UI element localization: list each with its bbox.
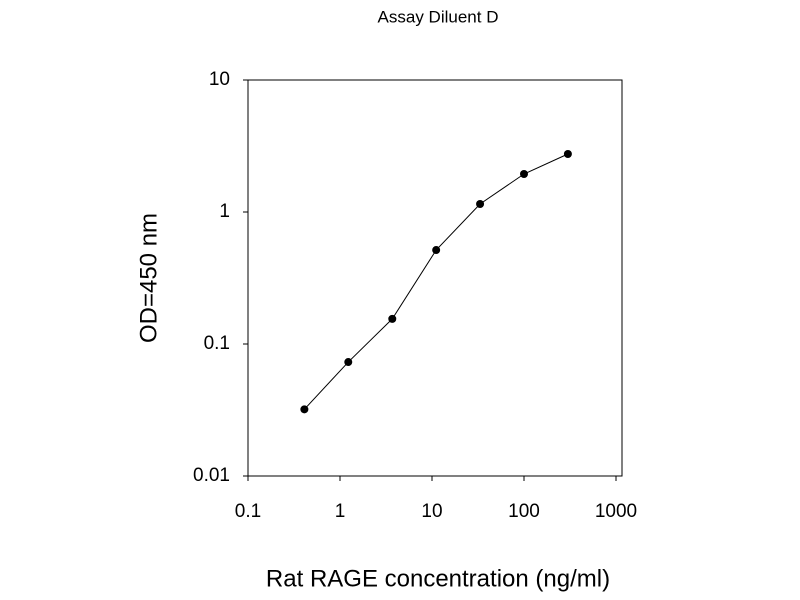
- x-tick-label: 10: [421, 501, 442, 522]
- x-axis-label: Rat RAGE concentration (ng/ml): [266, 565, 610, 592]
- x-tick-label: 100: [508, 501, 540, 522]
- chart-title: Assay Diluent D: [378, 7, 499, 26]
- data-point: [520, 170, 528, 179]
- data-point: [388, 314, 397, 323]
- x-tick-label: 0.1: [235, 501, 261, 522]
- data-point: [563, 150, 572, 159]
- data-point: [476, 199, 485, 208]
- y-tick-label: 0.01: [193, 465, 230, 486]
- data-point: [432, 246, 441, 255]
- y-tick-label: 1: [219, 201, 230, 222]
- plot-frame: [247, 79, 623, 477]
- data-line: [304, 153, 569, 410]
- data-point: [344, 358, 353, 367]
- y-axis-label: OD=450 nm: [135, 213, 162, 343]
- x-tick-label: 1000: [595, 501, 637, 522]
- y-tick-label: 10: [209, 69, 230, 90]
- x-tick-label: 1: [335, 501, 346, 522]
- y-tick-label: 0.1: [204, 333, 230, 354]
- data-point: [300, 405, 309, 414]
